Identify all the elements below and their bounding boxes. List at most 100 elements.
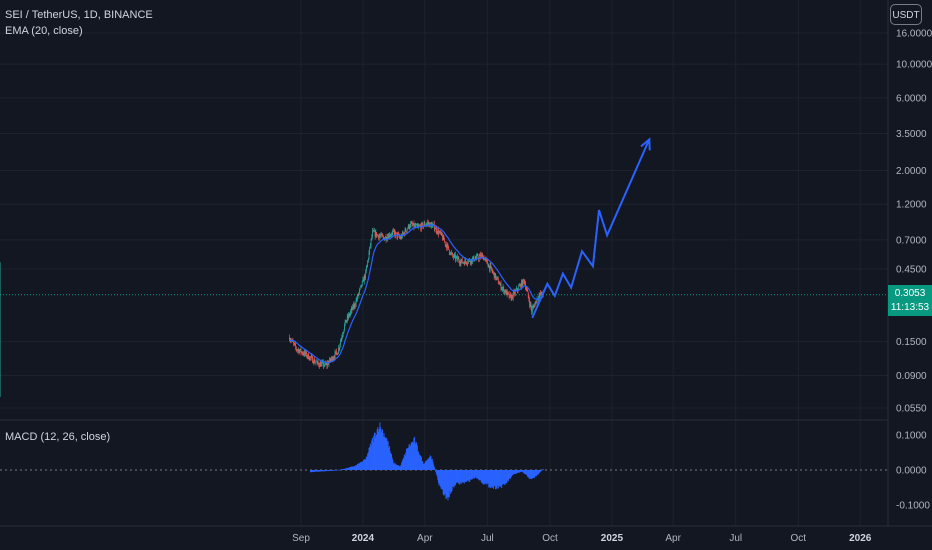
macd-bar [432, 461, 434, 470]
macd-bar [333, 470, 335, 471]
candle-body [382, 236, 384, 238]
candle-body [357, 294, 359, 296]
macd-bar [503, 470, 505, 485]
candle-body [440, 232, 442, 234]
projection-arrow-line[interactable] [531, 138, 651, 319]
macd-bar [496, 470, 498, 489]
macd-bar [329, 470, 331, 471]
macd-tick-label: -0.1000 [896, 501, 930, 512]
macd-bar [384, 437, 386, 470]
macd-bar [446, 470, 448, 497]
macd-bar [372, 442, 374, 470]
candle-body [430, 222, 432, 225]
candle-body [378, 236, 380, 239]
candle-body [455, 257, 457, 260]
macd-bar [358, 462, 360, 470]
macd-bar [471, 470, 473, 480]
macd-bar [349, 467, 351, 470]
candle-body [519, 284, 521, 286]
macd-bar [480, 470, 482, 483]
candle-body [458, 258, 460, 262]
macd-bar [488, 470, 490, 488]
macd-bar [373, 435, 375, 470]
candle-body [294, 343, 296, 345]
candle-body [345, 319, 347, 323]
candle-body [512, 294, 513, 299]
macd-bar [430, 456, 432, 470]
currency-button[interactable]: USDT [890, 4, 922, 25]
macd-bar [486, 470, 488, 485]
macd-bar [310, 470, 312, 473]
macd-bar [318, 470, 320, 472]
candle-body [297, 349, 298, 351]
time-axis[interactable]: Sep 2024 Apr Jul Oct 2025 Apr Jul Oct 2026 [292, 533, 872, 544]
ema-legend[interactable]: EMA (20, close) [5, 25, 83, 37]
candle-body [495, 277, 497, 279]
macd-bar [405, 452, 407, 470]
candle-body [462, 262, 464, 264]
macd-bar [437, 470, 439, 484]
candle-body [387, 236, 388, 240]
macd-bar [422, 463, 424, 470]
macd-bar [436, 470, 438, 477]
macd-bar [505, 470, 507, 483]
candle-body [301, 351, 303, 353]
macd-legend[interactable]: MACD (12, 26, close) [5, 431, 111, 443]
macd-bar [482, 470, 484, 485]
price-axis[interactable]: 16.0000 10.0000 6.0000 3.5000 2.0000 1.2000 0.… [896, 29, 932, 415]
macd-axis[interactable]: 0.1000 0.0000 -0.1000 [896, 431, 930, 512]
candle-body [339, 344, 341, 349]
candle-body [297, 349, 299, 351]
candle-body [323, 361, 324, 367]
candle-body [455, 254, 456, 260]
candle-body [360, 284, 362, 287]
symbol-title[interactable]: SEI / TetherUS, 1D, BINANCE [5, 9, 153, 21]
macd-bar [456, 470, 458, 484]
price-tick-label: 16.0000 [896, 29, 932, 40]
macd-bar [385, 438, 387, 470]
macd-bar [470, 470, 472, 480]
candle-body [412, 224, 413, 226]
candle-body [403, 232, 405, 234]
time-tick-label: 2024 [352, 533, 375, 544]
macd-bar [316, 470, 318, 472]
macd-bar [398, 465, 400, 470]
macd-bar [525, 470, 527, 475]
macd-bar [320, 470, 322, 472]
candle-body [323, 365, 325, 367]
price-tick-label: 1.2000 [896, 200, 927, 211]
time-tick-label: Sep [292, 533, 310, 544]
candle-body [324, 362, 326, 366]
candle-body [483, 256, 485, 261]
macd-histogram [310, 422, 544, 501]
macd-bar [345, 468, 347, 470]
candle-body [495, 273, 496, 279]
candlestick-series[interactable] [0, 219, 544, 397]
candle-body [343, 329, 345, 333]
candle-body [370, 245, 371, 247]
candle-body [534, 303, 536, 307]
macd-bar [425, 460, 427, 470]
macd-bar [489, 470, 491, 488]
macd-bar [510, 470, 512, 479]
candle-body [465, 259, 466, 262]
time-tick-label: 2025 [601, 533, 624, 544]
candle-body [500, 283, 502, 290]
macd-bar [486, 470, 488, 484]
candle-body [422, 223, 424, 228]
candle-body [410, 223, 412, 224]
macd-bar [435, 470, 437, 472]
macd-bar [323, 470, 325, 472]
macd-bar [318, 470, 320, 472]
candle-body [539, 293, 541, 296]
macd-bar [466, 470, 468, 481]
macd-bar [542, 469, 544, 471]
candle-body [366, 264, 368, 268]
candle-body [319, 362, 321, 367]
candle-body [357, 294, 358, 300]
candle-body [524, 282, 526, 284]
candle-body [516, 288, 518, 291]
candle-body [410, 223, 411, 227]
macd-bar [397, 465, 399, 470]
